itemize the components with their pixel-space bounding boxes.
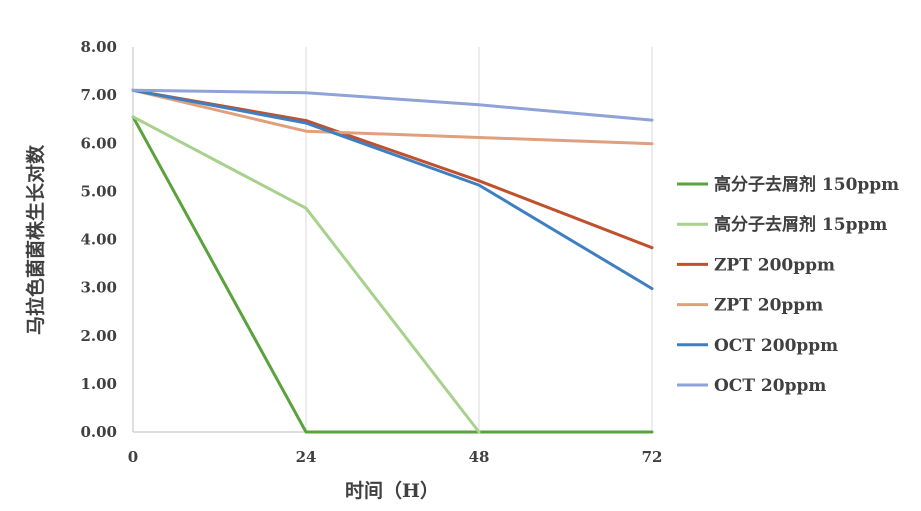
y-tick-label: 3.00 [80, 279, 117, 297]
legend-item: ZPT 200ppm [677, 255, 835, 275]
x-axis-title: 时间（H） [345, 479, 439, 502]
series-line-6 [131, 88, 654, 122]
x-tick-label: 72 [642, 448, 663, 466]
series-line-1 [131, 115, 654, 434]
series-line-5 [131, 88, 654, 291]
legend-item: OCT 20ppm [677, 376, 826, 396]
legend-item: OCT 200ppm [677, 336, 838, 356]
y-tick-label: 8.00 [80, 38, 117, 56]
legend-label: 高分子去屑剂 150ppm [714, 174, 899, 195]
y-axis-title: 马拉色菌菌株生长对数 [24, 144, 47, 335]
y-tick-label: 1.00 [80, 375, 117, 393]
y-tick-label: 7.00 [80, 86, 117, 104]
series-lines [131, 88, 654, 434]
legend-label: OCT 20ppm [714, 376, 826, 396]
legend-item: 高分子去屑剂 15ppm [677, 214, 887, 235]
y-tick-label: 5.00 [80, 182, 117, 200]
legend-label: ZPT 20ppm [714, 296, 823, 316]
legend-item: 高分子去屑剂 150ppm [677, 174, 899, 195]
grid-lines [305, 47, 653, 432]
y-tick-label: 0.00 [80, 423, 117, 441]
y-tick-label: 4.00 [80, 231, 117, 249]
y-tick-label: 6.00 [80, 134, 117, 152]
series-line-2 [131, 115, 481, 434]
legend-label: ZPT 200ppm [714, 255, 835, 275]
legend-item: ZPT 20ppm [677, 296, 823, 316]
series-line-4 [131, 88, 654, 146]
legend-label: OCT 200ppm [714, 336, 838, 356]
legend: 高分子去屑剂 150ppm 高分子去屑剂 15ppm ZPT 200ppm ZPT 2… [677, 174, 899, 396]
tick-labels: 0.00 1.00 2.00 3.00 4.00 5.00 6.00 7.00 8.00 0 24 4… [80, 38, 662, 466]
x-tick-label: 24 [296, 448, 317, 466]
y-tick-label: 2.00 [80, 327, 117, 345]
legend-label: 高分子去屑剂 15ppm [714, 214, 887, 235]
x-tick-label: 0 [128, 448, 138, 466]
x-tick-label: 48 [469, 448, 490, 466]
